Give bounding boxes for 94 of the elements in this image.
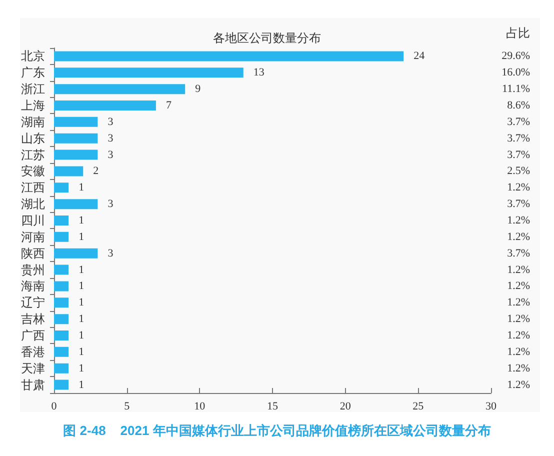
data-label: 1 bbox=[78, 182, 84, 194]
data-label: 9 bbox=[195, 83, 202, 96]
y-tick-label: 甘肃 bbox=[21, 378, 45, 392]
data-label: 1 bbox=[78, 280, 84, 292]
y-tick-label: 陕西 bbox=[21, 246, 45, 260]
text: 1.2% bbox=[507, 264, 530, 276]
x-tick-label: 10 bbox=[194, 400, 206, 412]
text: 1.2% bbox=[507, 182, 530, 194]
text: 16.0% bbox=[502, 66, 530, 79]
data-label: 7 bbox=[166, 100, 172, 112]
y-tick-label: 上海 bbox=[21, 98, 45, 112]
x-tick-label: 15 bbox=[267, 400, 278, 412]
bar bbox=[54, 330, 69, 340]
bar bbox=[54, 150, 98, 160]
y-tick-label: 广东 bbox=[21, 66, 45, 80]
bar bbox=[54, 264, 69, 275]
data-label: 3 bbox=[108, 148, 114, 161]
x-tick-label: 25 bbox=[412, 400, 424, 412]
chart-title: 各地区公司数量分布 bbox=[213, 31, 321, 45]
text: 2.5% bbox=[507, 165, 530, 178]
y-tick-label: 江西 bbox=[21, 180, 45, 195]
data-label: 1 bbox=[78, 313, 84, 326]
data-label: 1 bbox=[78, 214, 84, 226]
text: 3.7% bbox=[507, 116, 530, 128]
bar bbox=[54, 346, 69, 357]
y-tick-label: 广西 bbox=[21, 328, 45, 342]
y-tick-label: 海南 bbox=[21, 279, 45, 294]
bar bbox=[54, 199, 98, 210]
text: 11.1% bbox=[502, 83, 530, 96]
text: 1.2% bbox=[507, 280, 530, 292]
bar bbox=[54, 84, 186, 94]
data-label: 1 bbox=[78, 346, 84, 358]
text: 1.2% bbox=[507, 346, 530, 358]
y-tick-label: 吉林 bbox=[21, 312, 45, 326]
data-label: 13 bbox=[253, 66, 265, 79]
data-label: 1 bbox=[78, 296, 84, 309]
text: 3.7% bbox=[507, 132, 530, 144]
text: 3.7% bbox=[507, 198, 530, 210]
data-label: 3 bbox=[108, 198, 114, 210]
text: 1.2% bbox=[507, 362, 530, 374]
bar bbox=[54, 51, 404, 62]
text: 29.6% bbox=[502, 50, 530, 62]
y-tick-label: 河南 bbox=[21, 230, 45, 244]
y-tick-label: 江苏 bbox=[21, 148, 45, 162]
bar bbox=[54, 281, 69, 292]
y-tick-label: 安徽 bbox=[21, 164, 45, 178]
y-tick-label: 北京 bbox=[21, 49, 45, 64]
data-label: 1 bbox=[78, 264, 84, 276]
y-tick-label: 天津 bbox=[21, 361, 45, 376]
x-tick-label: 0 bbox=[51, 400, 58, 412]
text: 1.2% bbox=[507, 330, 530, 342]
text: 占比 bbox=[506, 26, 530, 40]
data-label: 3 bbox=[108, 116, 114, 128]
bar bbox=[54, 100, 156, 110]
x-tick-label: 30 bbox=[486, 400, 497, 412]
bar bbox=[54, 216, 69, 226]
text: 8.6% bbox=[507, 100, 530, 112]
y-tick-label: 湖南 bbox=[21, 114, 45, 129]
bar bbox=[54, 380, 69, 390]
data-label: 24 bbox=[414, 50, 426, 62]
x-tick-label: 5 bbox=[124, 400, 130, 412]
bar bbox=[54, 133, 98, 144]
y-tick-label: 贵州 bbox=[21, 262, 45, 277]
text: 1.2% bbox=[507, 230, 530, 243]
bar bbox=[54, 314, 69, 324]
data-label: 1 bbox=[78, 378, 84, 391]
caption: 图 2-48 2021 年中国媒体行业上市公司品牌价值榜所在区域公司数量分布 bbox=[62, 422, 492, 440]
x-tick-label: 20 bbox=[340, 400, 352, 412]
text: 3.7% bbox=[507, 148, 530, 161]
bar bbox=[54, 182, 69, 193]
bar bbox=[54, 232, 69, 242]
bar bbox=[54, 68, 244, 78]
text: 3.7% bbox=[507, 247, 530, 260]
data-label: 1 bbox=[78, 330, 84, 342]
data-label: 1 bbox=[78, 230, 84, 243]
data-label: 3 bbox=[108, 247, 114, 260]
y-tick-label: 香港 bbox=[21, 344, 45, 359]
text: 1.2% bbox=[507, 296, 530, 309]
data-label: 3 bbox=[108, 132, 114, 144]
y-tick-label: 浙江 bbox=[21, 82, 45, 96]
y-tick-label: 四川 bbox=[21, 214, 45, 228]
text: 1.2% bbox=[507, 313, 530, 326]
bar bbox=[54, 248, 98, 258]
data-label: 2 bbox=[93, 165, 99, 178]
data-label: 1 bbox=[78, 362, 84, 374]
y-tick-label: 湖北 bbox=[21, 197, 45, 212]
y-tick-label: 山东 bbox=[21, 131, 45, 146]
bar bbox=[54, 166, 84, 176]
y-tick-label: 辽宁 bbox=[21, 296, 45, 310]
text: 1.2% bbox=[507, 378, 530, 391]
bar bbox=[54, 363, 69, 374]
text: 1.2% bbox=[507, 214, 530, 226]
bar bbox=[54, 298, 69, 308]
bar bbox=[54, 116, 98, 127]
